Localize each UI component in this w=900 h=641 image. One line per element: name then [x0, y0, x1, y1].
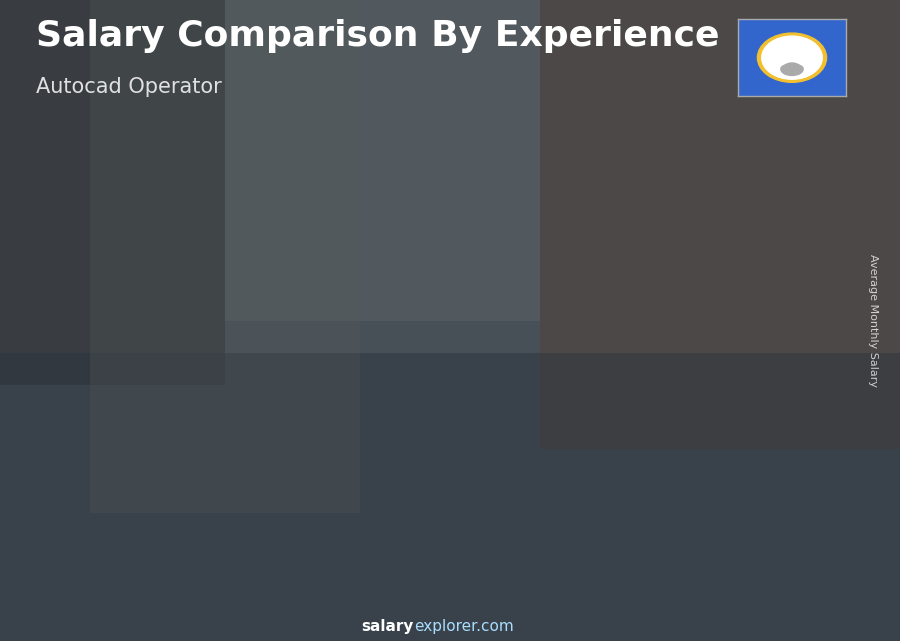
Polygon shape	[705, 228, 778, 577]
Polygon shape	[210, 417, 214, 577]
Text: 0 USD: 0 USD	[468, 277, 507, 290]
Bar	[0, 0, 225, 385]
Polygon shape	[143, 444, 158, 577]
Text: explorer.com: explorer.com	[414, 619, 514, 635]
Text: +nan%: +nan%	[130, 334, 196, 352]
Polygon shape	[205, 417, 210, 577]
Bar	[540, 0, 900, 449]
Polygon shape	[578, 276, 582, 577]
Polygon shape	[464, 324, 469, 577]
Polygon shape	[196, 392, 285, 417]
Polygon shape	[270, 392, 285, 577]
Polygon shape	[78, 469, 83, 577]
Polygon shape	[524, 300, 539, 577]
Polygon shape	[718, 228, 724, 577]
Polygon shape	[83, 469, 87, 577]
Bar	[90, 0, 360, 513]
Circle shape	[761, 36, 823, 79]
Text: 0 USD: 0 USD	[213, 369, 252, 382]
Ellipse shape	[780, 62, 804, 76]
Polygon shape	[469, 324, 473, 577]
Polygon shape	[582, 276, 587, 577]
Text: 0 USD: 0 USD	[595, 229, 634, 242]
Text: +nan%: +nan%	[512, 181, 577, 199]
Text: +nan%: +nan%	[384, 234, 450, 252]
Polygon shape	[578, 252, 667, 276]
Polygon shape	[338, 364, 342, 577]
Polygon shape	[778, 204, 794, 577]
Polygon shape	[74, 469, 78, 577]
Polygon shape	[578, 276, 652, 577]
Text: Salary Comparison By Experience: Salary Comparison By Experience	[36, 19, 719, 53]
Polygon shape	[451, 300, 539, 324]
Polygon shape	[397, 340, 412, 577]
Text: +nan%: +nan%	[257, 278, 323, 296]
Polygon shape	[460, 324, 464, 577]
Circle shape	[758, 33, 826, 82]
Polygon shape	[346, 364, 351, 577]
Polygon shape	[591, 276, 596, 577]
Text: +nan%: +nan%	[639, 129, 705, 147]
Bar	[225, 0, 540, 320]
Text: 0 USD: 0 USD	[341, 317, 380, 330]
Text: salary: salary	[362, 619, 414, 635]
Polygon shape	[328, 364, 333, 577]
Polygon shape	[724, 228, 728, 577]
Polygon shape	[451, 324, 524, 577]
Polygon shape	[652, 252, 667, 577]
Text: Average Monthly Salary: Average Monthly Salary	[868, 254, 878, 387]
Polygon shape	[323, 340, 412, 364]
Polygon shape	[87, 469, 92, 577]
Polygon shape	[220, 417, 224, 577]
Polygon shape	[196, 417, 201, 577]
Polygon shape	[323, 364, 397, 577]
Polygon shape	[214, 417, 220, 577]
Polygon shape	[333, 364, 338, 577]
Bar	[0, 353, 900, 641]
Polygon shape	[323, 364, 328, 577]
Polygon shape	[596, 276, 600, 577]
Polygon shape	[342, 364, 346, 577]
Polygon shape	[69, 469, 143, 577]
Polygon shape	[587, 276, 591, 577]
Polygon shape	[473, 324, 478, 577]
Polygon shape	[69, 469, 74, 577]
Text: 0 USD: 0 USD	[723, 181, 761, 194]
Polygon shape	[709, 228, 714, 577]
Polygon shape	[455, 324, 460, 577]
Polygon shape	[705, 204, 794, 228]
Polygon shape	[201, 417, 205, 577]
Polygon shape	[714, 228, 718, 577]
Polygon shape	[600, 276, 606, 577]
Polygon shape	[92, 469, 96, 577]
Polygon shape	[451, 324, 455, 577]
Polygon shape	[196, 417, 270, 577]
Polygon shape	[728, 228, 733, 577]
Text: 0 USD: 0 USD	[86, 421, 125, 435]
Polygon shape	[69, 444, 158, 469]
Polygon shape	[770, 37, 814, 67]
Text: Autocad Operator: Autocad Operator	[36, 77, 221, 97]
Polygon shape	[705, 228, 709, 577]
